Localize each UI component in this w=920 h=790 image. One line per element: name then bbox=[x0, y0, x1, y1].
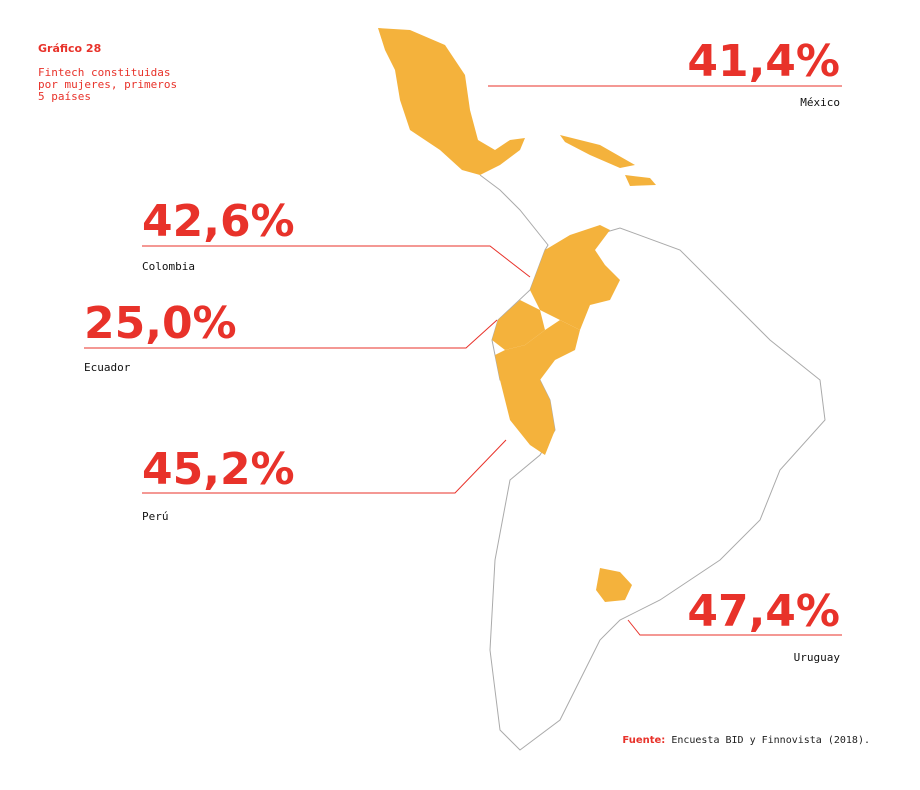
source: Fuente: Encuesta BID y Finnovista (2018). bbox=[622, 735, 870, 746]
value-label: 41,4% bbox=[687, 36, 840, 87]
country-name: Ecuador bbox=[84, 361, 131, 374]
title-line: 5 países bbox=[38, 90, 91, 103]
mexico-shape bbox=[378, 28, 525, 175]
value-label: 47,4% bbox=[687, 586, 840, 637]
value-label: 25,0% bbox=[84, 298, 237, 349]
value-label: 45,2% bbox=[142, 444, 295, 495]
base-map bbox=[479, 174, 826, 751]
chart-label: Gráfico 28 bbox=[38, 42, 101, 55]
ecuador-shape bbox=[492, 300, 545, 350]
source-text: Encuesta BID y Finnovista (2018). bbox=[671, 735, 870, 746]
highlighted-countries bbox=[378, 28, 656, 602]
central-america bbox=[479, 174, 549, 251]
title-line: por mujeres, primeros bbox=[38, 78, 177, 91]
leader-line bbox=[84, 319, 498, 349]
leader-line bbox=[142, 439, 507, 494]
source-label: Fuente: bbox=[622, 735, 665, 746]
country-name: Uruguay bbox=[794, 651, 841, 664]
value-label: 42,6% bbox=[142, 196, 295, 247]
hispaniola-shape bbox=[625, 175, 656, 186]
cuba-shape bbox=[560, 135, 635, 168]
country-name: México bbox=[800, 96, 840, 109]
country-name: Colombia bbox=[142, 260, 195, 273]
south-america bbox=[489, 227, 826, 751]
leader-line bbox=[142, 245, 531, 278]
peru-shape bbox=[495, 320, 580, 455]
leader-lines bbox=[84, 85, 842, 636]
title-line: Fintech constituidas bbox=[38, 66, 170, 79]
uruguay-shape bbox=[596, 568, 632, 602]
country-name: Perú bbox=[142, 510, 169, 523]
colombia-shape bbox=[530, 225, 620, 330]
leader-line bbox=[627, 619, 842, 636]
